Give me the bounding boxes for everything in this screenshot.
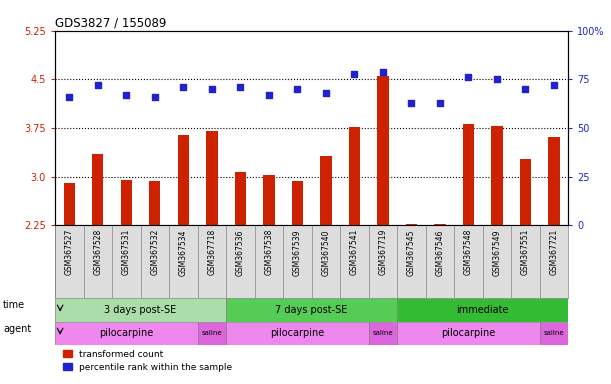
Text: GSM367545: GSM367545: [407, 229, 416, 276]
Bar: [226, 321, 368, 345]
Text: agent: agent: [3, 324, 31, 334]
Text: GSM367528: GSM367528: [93, 229, 102, 275]
Point: [150, 94, 159, 100]
Bar: [434, 224, 445, 225]
Text: GSM367532: GSM367532: [150, 229, 159, 275]
Text: 3 days post-SE: 3 days post-SE: [104, 305, 177, 315]
Bar: [226, 298, 397, 321]
Text: GSM367718: GSM367718: [207, 229, 216, 275]
Bar: [397, 298, 568, 321]
Bar: [491, 126, 503, 225]
Text: GSM367539: GSM367539: [293, 229, 302, 276]
Point: [178, 84, 188, 90]
Text: GSM367721: GSM367721: [549, 229, 558, 275]
Bar: [55, 298, 226, 321]
Bar: [206, 131, 218, 225]
Text: pilocarpine: pilocarpine: [99, 328, 153, 338]
Bar: [263, 175, 274, 225]
Bar: [520, 159, 531, 225]
Bar: [349, 127, 360, 225]
Bar: [149, 181, 161, 225]
Bar: [120, 180, 132, 225]
Bar: [178, 134, 189, 225]
Text: time: time: [3, 300, 25, 310]
Point: [378, 68, 388, 74]
Text: GSM367534: GSM367534: [179, 229, 188, 276]
Text: GSM367549: GSM367549: [492, 229, 502, 276]
Bar: [92, 154, 103, 225]
Text: GSM367538: GSM367538: [265, 229, 273, 275]
Text: GSM367541: GSM367541: [350, 229, 359, 275]
Text: 7 days post-SE: 7 days post-SE: [276, 305, 348, 315]
Bar: [540, 321, 568, 345]
Text: saline: saline: [373, 330, 393, 336]
Point: [264, 92, 274, 98]
Legend: transformed count, percentile rank within the sample: transformed count, percentile rank withi…: [59, 346, 236, 376]
Bar: [55, 321, 197, 345]
Text: GSM367551: GSM367551: [521, 229, 530, 275]
Text: immediate: immediate: [456, 305, 509, 315]
Point: [406, 100, 416, 106]
Text: GSM367548: GSM367548: [464, 229, 473, 275]
Point: [435, 100, 445, 106]
Text: GSM367531: GSM367531: [122, 229, 131, 275]
Point: [64, 94, 74, 100]
Point: [207, 86, 217, 92]
Bar: [548, 136, 560, 225]
Bar: [368, 321, 397, 345]
Text: GSM367719: GSM367719: [378, 229, 387, 275]
Point: [321, 90, 331, 96]
Point: [293, 86, 302, 92]
Bar: [397, 321, 540, 345]
Bar: [320, 156, 332, 225]
Text: GSM367527: GSM367527: [65, 229, 74, 275]
Point: [349, 71, 359, 77]
Point: [93, 82, 103, 88]
Text: pilocarpine: pilocarpine: [270, 328, 324, 338]
Text: pilocarpine: pilocarpine: [441, 328, 496, 338]
Text: saline: saline: [544, 330, 565, 336]
Point: [521, 86, 530, 92]
Bar: [235, 172, 246, 225]
Text: GSM367536: GSM367536: [236, 229, 245, 276]
Bar: [197, 321, 226, 345]
Bar: [64, 183, 75, 225]
Point: [122, 92, 131, 98]
Text: GDS3827 / 155089: GDS3827 / 155089: [55, 17, 166, 30]
Bar: [406, 224, 417, 225]
Bar: [463, 124, 474, 225]
Point: [464, 74, 474, 81]
Text: GSM367546: GSM367546: [436, 229, 444, 276]
Point: [549, 82, 559, 88]
Bar: [291, 181, 303, 225]
Text: saline: saline: [202, 330, 222, 336]
Text: GSM367540: GSM367540: [321, 229, 331, 276]
Bar: [377, 76, 389, 225]
Point: [492, 76, 502, 83]
Point: [235, 84, 245, 90]
